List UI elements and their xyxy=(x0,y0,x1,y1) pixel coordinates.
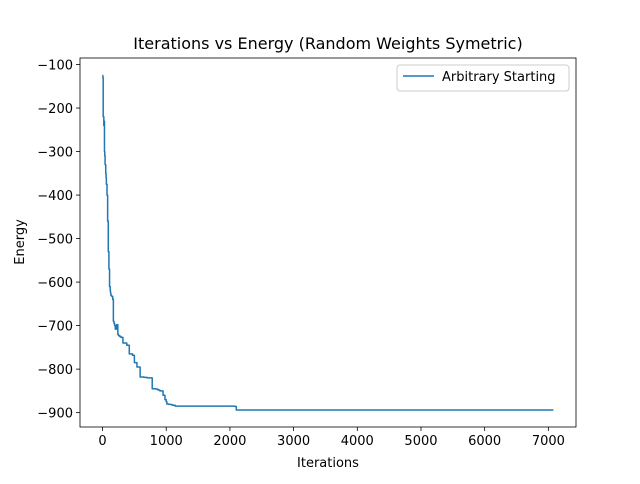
y-tick-label: −500 xyxy=(37,233,73,248)
x-tick-label: 1000 xyxy=(150,434,183,449)
y-tick-label: −400 xyxy=(37,189,73,204)
plot-background xyxy=(80,58,576,427)
series-layer xyxy=(102,74,554,411)
x-tick-label: 0 xyxy=(98,434,106,449)
x-axis-ticks: 0 1000 2000 3000 4000 5000 6000 7000 xyxy=(98,427,565,449)
y-axis-ticks: −100 −200 −300 −400 −500 −600 −700 −800 −900 xyxy=(37,59,80,422)
legend-box xyxy=(396,64,570,92)
y-tick-label: −900 xyxy=(37,407,73,422)
y-tick-label: −700 xyxy=(37,320,73,335)
x-tick-label: 6000 xyxy=(468,434,501,449)
y-tick-label: −100 xyxy=(37,59,73,74)
plot-area xyxy=(79,57,577,428)
chart-legend: Arbitrary Starting xyxy=(396,64,570,92)
series-line-0 xyxy=(102,74,554,411)
chart-title: Iterations vs Energy (Random Weights Sym… xyxy=(133,34,522,53)
x-tick-label: 5000 xyxy=(404,434,437,449)
x-tick-label: 4000 xyxy=(341,434,374,449)
y-tick-label: −800 xyxy=(37,363,73,378)
y-tick-label: −600 xyxy=(37,276,73,291)
y-tick-label: −300 xyxy=(37,146,73,161)
y-axis-label: Energy xyxy=(13,219,28,265)
x-tick-label: 2000 xyxy=(213,434,246,449)
x-axis-label: Iterations xyxy=(297,456,359,471)
plot-frame xyxy=(79,57,577,428)
x-tick-label: 7000 xyxy=(532,434,565,449)
x-tick-label: 3000 xyxy=(277,434,310,449)
legend-label-arbitrary-starting: Arbitrary Starting xyxy=(442,70,556,85)
y-tick-label: −200 xyxy=(37,102,73,117)
